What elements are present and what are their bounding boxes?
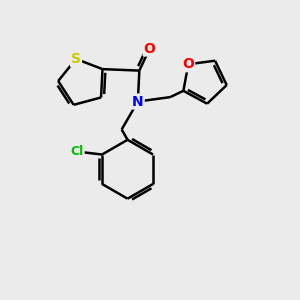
Text: O: O [182,57,194,71]
Text: O: O [144,41,156,56]
Text: Cl: Cl [70,145,84,158]
Text: N: N [132,94,144,109]
Text: S: S [71,52,81,66]
